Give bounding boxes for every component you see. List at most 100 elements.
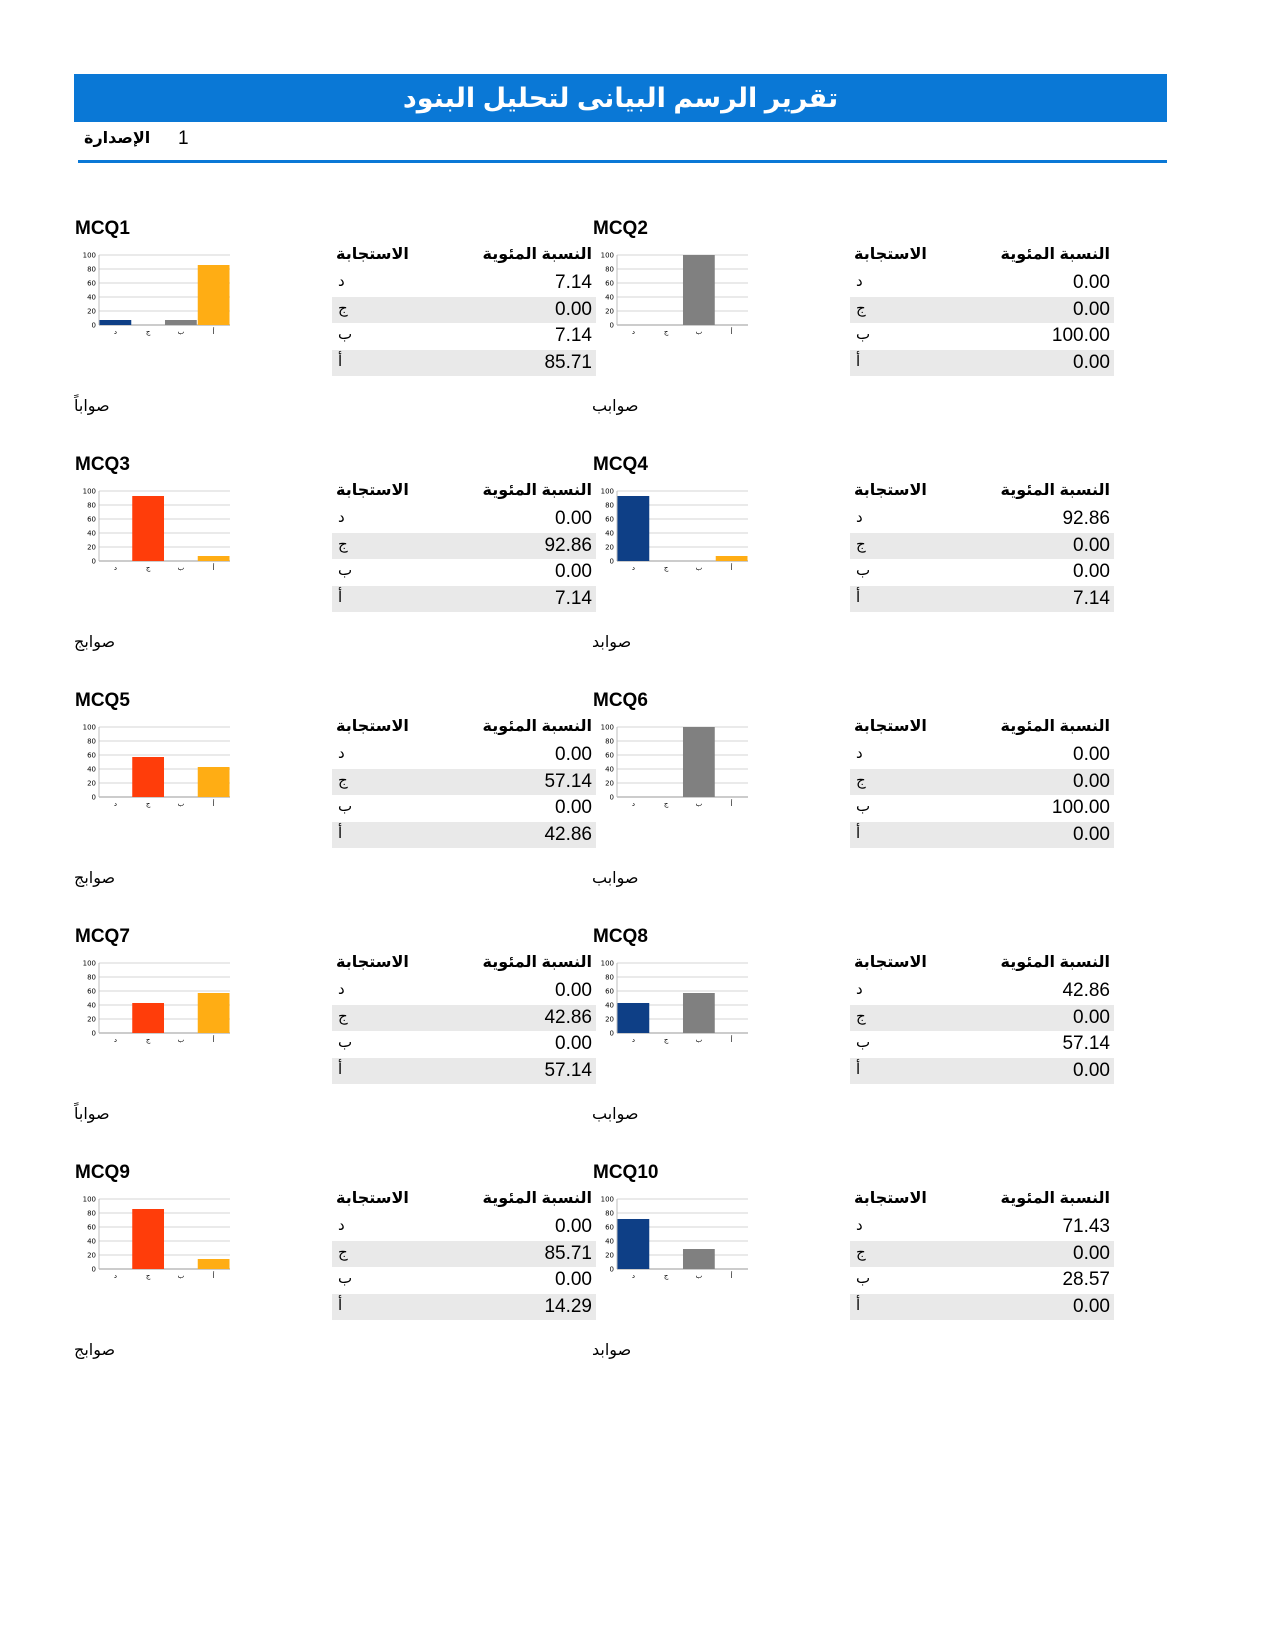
option-percent: 42.86	[1062, 980, 1110, 1001]
question-block: MCQ8 0 20 40 60 80 100 د ج ب أ الاستجابة النسبة المئ…	[588, 926, 1128, 1166]
correct-answer: صوابد	[592, 1342, 632, 1359]
y-tick-label: 100	[601, 1196, 614, 1204]
table-row: أ 7.14	[850, 585, 1114, 612]
y-tick-label: 0	[92, 558, 96, 566]
option-label: د	[856, 981, 863, 998]
option-percent: 0.00	[1073, 298, 1110, 320]
y-tick-label: 0	[610, 1030, 614, 1038]
table-header: الاستجابة النسبة المئوية	[850, 476, 1114, 506]
question-title: MCQ2	[593, 218, 648, 239]
bar-1	[617, 1002, 650, 1033]
table-row: ب 0.00	[332, 559, 596, 586]
y-tick-label: 60	[87, 752, 96, 760]
x-tick-label: ب	[696, 1272, 703, 1280]
option-label: ج	[338, 535, 348, 553]
option-label: ب	[338, 326, 353, 343]
table-row: د 0.00	[850, 270, 1114, 297]
x-tick-label: ب	[178, 800, 185, 808]
y-tick-label: 80	[605, 1210, 614, 1218]
correct-answer: صوابج	[74, 634, 116, 651]
bar-4	[197, 265, 230, 325]
option-label: ج	[856, 1243, 866, 1261]
option-percent: 0.00	[1073, 1006, 1110, 1028]
option-percent: 0.00	[1073, 351, 1110, 373]
option-label: ج	[856, 1007, 866, 1025]
y-tick-label: 0	[610, 322, 614, 330]
option-label: د	[856, 509, 863, 526]
table-row: ج 85.71	[332, 1240, 596, 1267]
x-tick-label: أ	[731, 1271, 733, 1280]
option-percent: 0.00	[555, 744, 592, 765]
y-tick-label: 80	[605, 738, 614, 746]
percent-column-header: النسبة المئوية	[482, 954, 592, 971]
x-tick-label: ب	[178, 328, 185, 336]
question-title: MCQ7	[75, 926, 130, 947]
response-table: الاستجابة النسبة المئوية د 92.86 ج 0.00 ب 0.00 أ…	[850, 476, 1114, 612]
y-tick-label: 40	[605, 1002, 614, 1010]
table-row: ج 0.00	[850, 1240, 1114, 1267]
y-tick-label: 60	[87, 280, 96, 288]
option-label: د	[856, 1217, 863, 1234]
option-percent: 100.00	[1051, 325, 1110, 346]
bar-2	[132, 757, 165, 797]
question-title: MCQ8	[593, 926, 648, 947]
y-tick-label: 60	[605, 280, 614, 288]
y-tick-label: 100	[601, 252, 614, 260]
bar-chart: 0 20 40 60 80 100 د ج ب أ	[601, 1196, 748, 1280]
y-tick-label: 60	[605, 988, 614, 996]
table-row: أ 0.00	[850, 349, 1114, 376]
table-row: ج 57.14	[332, 768, 596, 795]
x-tick-label: ب	[696, 1036, 703, 1044]
option-percent: 7.14	[1073, 587, 1110, 609]
correct-answer: صوابب	[592, 1106, 639, 1123]
table-header: الاستجابة النسبة المئوية	[332, 476, 596, 506]
table-header: الاستجابة النسبة المئوية	[332, 712, 596, 742]
y-tick-label: 80	[605, 974, 614, 982]
option-label: ب	[856, 1034, 871, 1051]
option-percent: 0.00	[1073, 823, 1110, 845]
bar-2	[132, 495, 165, 561]
table-row: ج 0.00	[850, 532, 1114, 559]
y-tick-label: 100	[83, 960, 96, 968]
table-row: د 0.00	[332, 506, 596, 533]
response-table: الاستجابة النسبة المئوية د 0.00 ج 57.14 ب 0.00 أ…	[332, 712, 596, 848]
y-tick-label: 40	[605, 294, 614, 302]
x-tick-label: ب	[178, 1036, 185, 1044]
y-tick-label: 60	[87, 1224, 96, 1232]
y-tick-label: 0	[92, 1266, 96, 1274]
bar-chart: 0 20 40 60 80 100 د ج ب أ	[83, 960, 230, 1044]
x-tick-label: د	[632, 328, 635, 336]
y-tick-label: 60	[87, 516, 96, 524]
y-tick-label: 60	[605, 516, 614, 524]
table-row: ب 57.14	[850, 1031, 1114, 1058]
x-tick-label: ب	[178, 1272, 185, 1280]
x-tick-label: ج	[146, 1036, 151, 1044]
option-percent: 0.00	[555, 797, 592, 818]
option-label: ج	[338, 1007, 348, 1025]
question-title: MCQ4	[593, 454, 648, 475]
bar-4	[197, 556, 230, 561]
x-tick-label: أ	[731, 327, 733, 336]
table-row: ج 0.00	[850, 768, 1114, 795]
response-table: الاستجابة النسبة المئوية د 0.00 ج 0.00 ب 100.00…	[850, 240, 1114, 376]
option-label: ب	[856, 326, 871, 343]
table-row: د 0.00	[332, 1214, 596, 1241]
bar-1	[617, 1218, 650, 1269]
table-row: ب 0.00	[332, 1031, 596, 1058]
x-tick-label: د	[114, 564, 117, 572]
option-percent: 0.00	[1073, 534, 1110, 556]
question-block: MCQ10 0 20 40 60 80 100 د ج ب أ الاستجابة النسبة الم…	[588, 1162, 1128, 1402]
option-label: د	[338, 273, 345, 290]
x-tick-label: ج	[664, 328, 669, 336]
y-tick-label: 40	[87, 1002, 96, 1010]
question-title: MCQ5	[75, 690, 130, 711]
y-tick-label: 60	[87, 988, 96, 996]
response-column-header: الاستجابة	[336, 718, 409, 735]
correct-answer: صوابب	[592, 870, 639, 887]
y-tick-label: 60	[605, 752, 614, 760]
response-column-header: الاستجابة	[854, 954, 927, 971]
option-percent: 42.86	[544, 823, 592, 845]
option-percent: 7.14	[555, 272, 592, 293]
table-header: الاستجابة النسبة المئوية	[850, 1184, 1114, 1214]
x-tick-label: أ	[731, 1035, 733, 1044]
